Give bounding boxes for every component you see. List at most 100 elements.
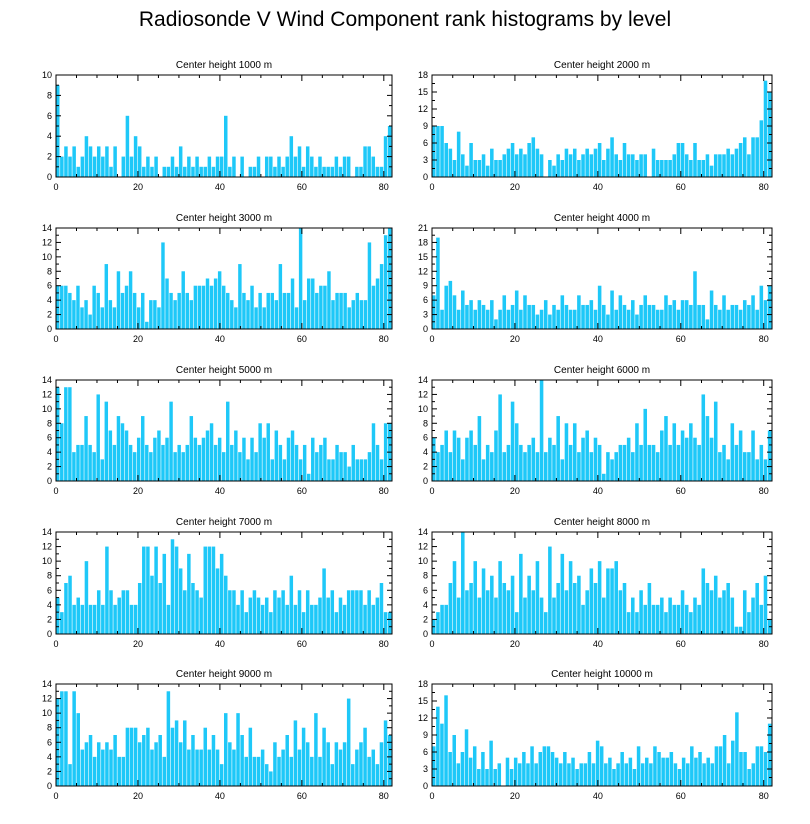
y-tick-label: 4 — [423, 600, 428, 610]
bar — [367, 242, 372, 329]
bar — [469, 143, 473, 177]
bar — [121, 756, 126, 786]
y-tick-label: 8 — [47, 266, 52, 276]
bar — [334, 612, 339, 634]
bar — [342, 742, 347, 786]
bar — [543, 452, 548, 481]
bar — [238, 452, 242, 481]
bar — [351, 300, 355, 329]
bar — [264, 597, 269, 634]
bar — [174, 720, 179, 786]
bar — [286, 292, 291, 329]
bar — [330, 166, 335, 177]
bar — [689, 612, 693, 634]
bar — [228, 590, 232, 634]
bar — [672, 604, 677, 634]
bar — [285, 604, 289, 634]
bar — [191, 166, 195, 177]
bar — [432, 746, 436, 786]
bar — [456, 763, 461, 786]
bar — [234, 307, 238, 329]
x-tick-label: 20 — [510, 639, 520, 649]
bar — [240, 590, 244, 634]
bar — [363, 727, 367, 786]
bar — [351, 764, 355, 786]
bar — [738, 309, 743, 329]
bar — [88, 314, 92, 329]
bar — [318, 756, 322, 786]
bar — [618, 295, 623, 329]
bar — [571, 757, 575, 786]
bar — [718, 597, 722, 634]
bar — [84, 561, 89, 634]
bar — [383, 136, 388, 177]
bar — [170, 156, 175, 177]
bar — [444, 285, 448, 329]
y-tick-label: 14 — [418, 375, 428, 385]
bar — [575, 769, 579, 786]
bar — [622, 143, 627, 177]
bar — [461, 290, 465, 329]
bar — [456, 309, 461, 329]
bar — [518, 763, 522, 786]
x-tick-label: 80 — [379, 639, 389, 649]
bar — [326, 742, 330, 786]
y-tick-label: 3 — [423, 764, 428, 774]
bar — [84, 136, 89, 177]
y-tick-label: 9 — [423, 730, 428, 740]
bar — [505, 757, 510, 786]
bar — [273, 590, 277, 634]
bar — [367, 756, 371, 786]
bar — [655, 309, 660, 329]
bar — [68, 575, 72, 634]
bar — [305, 590, 310, 634]
bar — [80, 307, 84, 329]
bar — [181, 271, 185, 329]
bar — [323, 285, 327, 329]
histogram-panel-1: Center height 2000 m 0 3 6 9 12 15 18 0 20 40 60 80 — [418, 60, 773, 192]
bar — [647, 583, 652, 634]
bar — [626, 154, 631, 177]
bar — [726, 583, 730, 634]
bar — [726, 459, 730, 481]
bar — [660, 309, 664, 329]
bar — [363, 146, 367, 177]
bar — [322, 568, 326, 634]
bar — [668, 160, 672, 177]
bar — [452, 160, 457, 177]
bar — [506, 148, 511, 177]
bar — [238, 264, 242, 329]
bar — [690, 746, 694, 786]
bar — [602, 160, 606, 177]
bar — [146, 156, 150, 177]
bar — [262, 307, 266, 329]
bar — [105, 146, 109, 177]
bar — [298, 459, 303, 481]
bar — [383, 423, 388, 481]
bar — [322, 727, 326, 786]
bar — [514, 612, 519, 634]
bar — [440, 723, 444, 786]
bar — [563, 752, 567, 786]
bar — [129, 727, 134, 786]
bar — [343, 292, 347, 329]
bar — [169, 292, 173, 329]
bar — [187, 749, 191, 786]
bar — [195, 749, 199, 786]
bar — [252, 166, 257, 177]
bar — [88, 604, 93, 634]
bar — [154, 546, 158, 634]
y-tick-label: 8 — [47, 571, 52, 581]
bar — [556, 416, 560, 481]
bar — [289, 756, 294, 786]
bar — [593, 437, 598, 481]
bar — [264, 764, 269, 786]
bar — [564, 304, 569, 329]
bar — [359, 459, 364, 481]
bar — [494, 319, 498, 329]
bar — [64, 285, 68, 329]
bar — [355, 166, 359, 177]
bar — [260, 749, 265, 786]
bar — [490, 300, 494, 329]
bar — [379, 264, 384, 329]
